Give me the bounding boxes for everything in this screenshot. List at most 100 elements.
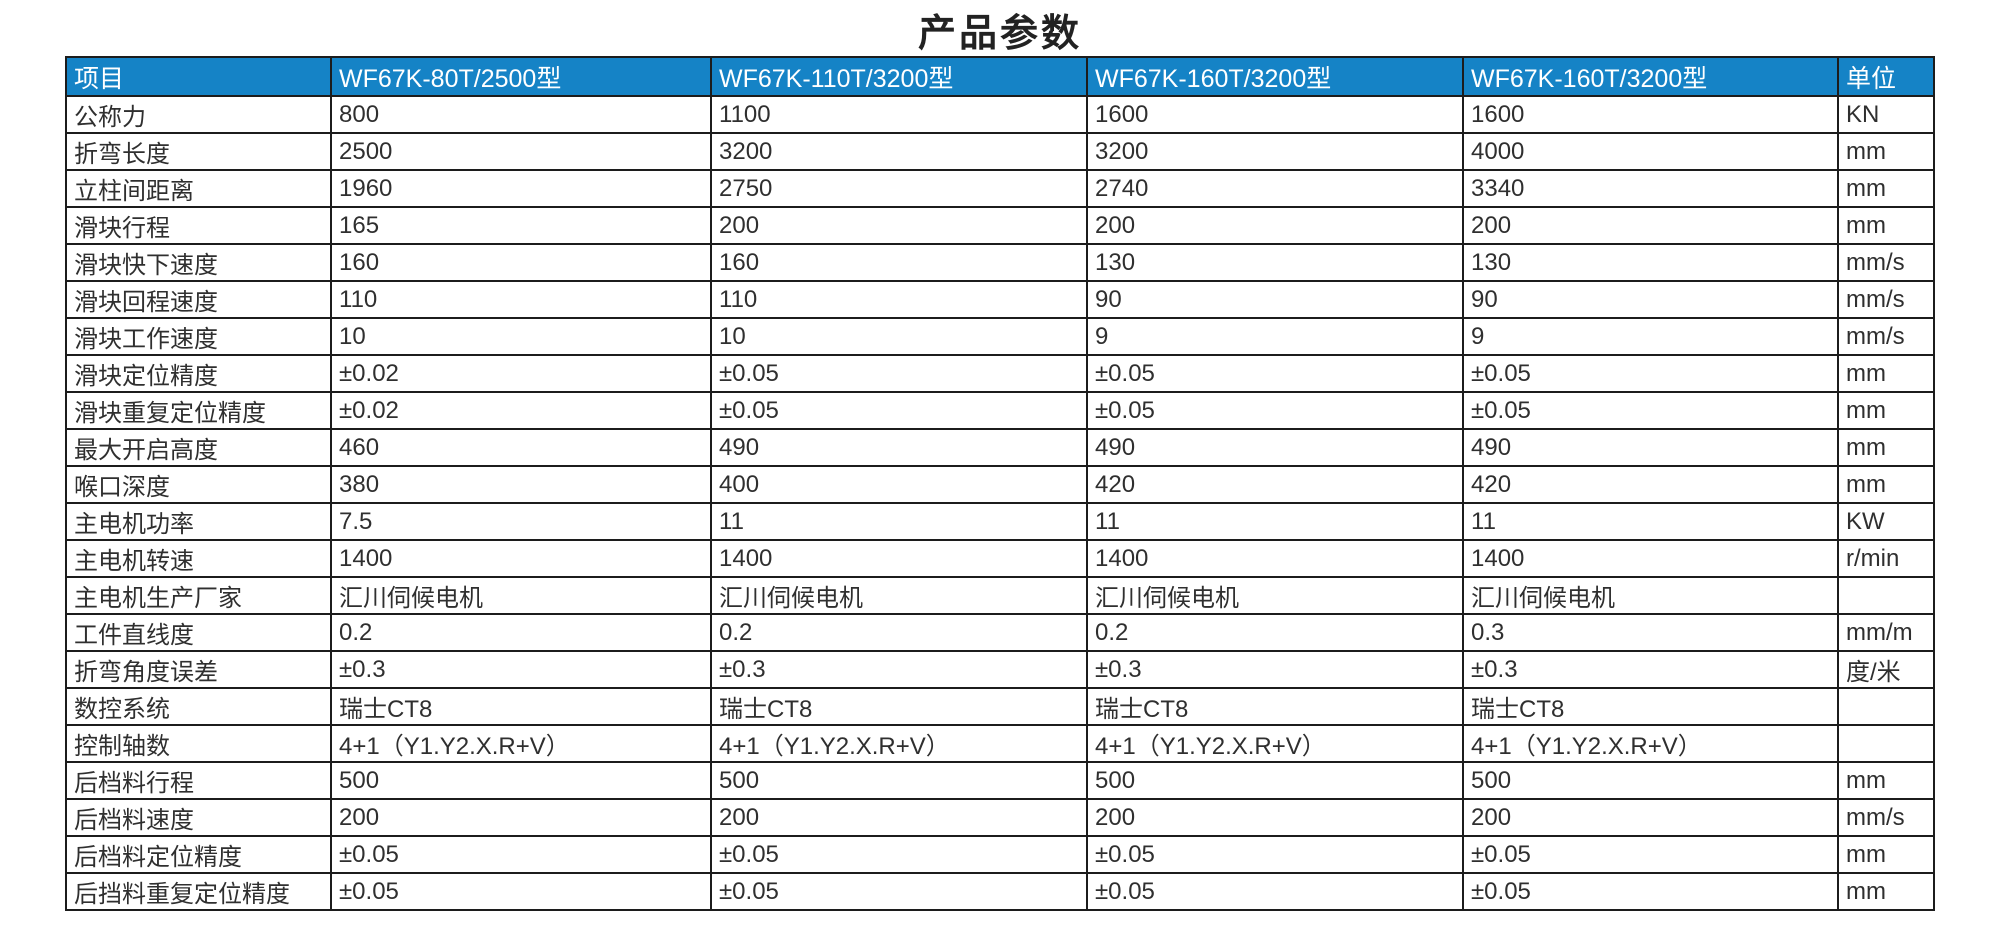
value-cell: ±0.05 (1086, 872, 1464, 911)
table-row: 后档料定位精度 ±0.05 ±0.05 ±0.05 ±0.05 mm (65, 835, 1935, 874)
value-cell: 3200 (710, 132, 1088, 171)
unit-cell (1837, 576, 1935, 615)
value-cell: ±0.02 (330, 391, 712, 430)
unit-cell: KW (1837, 502, 1935, 541)
value-cell: 瑞士CT8 (1086, 687, 1464, 726)
value-cell: 3200 (1086, 132, 1464, 171)
value-cell: 瑞士CT8 (330, 687, 712, 726)
value-cell: ±0.05 (710, 354, 1088, 393)
unit-cell: mm (1837, 761, 1935, 800)
table-row: 工件直线度 0.2 0.2 0.2 0.3 mm/m (65, 613, 1935, 652)
value-cell: ±0.05 (1462, 354, 1839, 393)
value-cell: 11 (710, 502, 1088, 541)
table-row: 滑块行程 165 200 200 200 mm (65, 206, 1935, 245)
table-row: 主电机转速 1400 1400 1400 1400 r/min (65, 539, 1935, 578)
value-cell: ±0.05 (1462, 391, 1839, 430)
value-cell: 420 (1462, 465, 1839, 504)
item-cell: 滑块定位精度 (65, 354, 332, 393)
value-cell: 500 (1462, 761, 1839, 800)
table-row: 后档料行程 500 500 500 500 mm (65, 761, 1935, 800)
item-cell: 主电机生产厂家 (65, 576, 332, 615)
value-cell: 490 (1462, 428, 1839, 467)
value-cell: 500 (1086, 761, 1464, 800)
item-cell: 数控系统 (65, 687, 332, 726)
table-row: 主电机生产厂家 汇川伺候电机 汇川伺候电机 汇川伺候电机 汇川伺候电机 (65, 576, 1935, 615)
value-cell: ±0.05 (1462, 835, 1839, 874)
value-cell: ±0.05 (330, 872, 712, 911)
header-row: 项目 WF67K-80T/2500型 WF67K-110T/3200型 WF67K-1… (65, 56, 1935, 97)
value-cell: 1600 (1086, 95, 1464, 134)
value-cell: 200 (710, 798, 1088, 837)
value-cell: 500 (710, 761, 1088, 800)
value-cell: ±0.05 (710, 872, 1088, 911)
value-cell: ±0.05 (1086, 835, 1464, 874)
unit-cell: mm (1837, 206, 1935, 245)
unit-cell: mm (1837, 428, 1935, 467)
value-cell: 110 (330, 280, 712, 319)
value-cell: 1400 (1462, 539, 1839, 578)
unit-cell: mm/m (1837, 613, 1935, 652)
table-row: 数控系统 瑞士CT8 瑞士CT8 瑞士CT8 瑞士CT8 (65, 687, 1935, 726)
unit-cell: mm (1837, 835, 1935, 874)
value-cell: 200 (1462, 798, 1839, 837)
value-cell: ±0.05 (330, 835, 712, 874)
table-row: 后挡料重复定位精度 ±0.05 ±0.05 ±0.05 ±0.05 mm (65, 872, 1935, 911)
value-cell: 490 (710, 428, 1088, 467)
value-cell: ±0.05 (710, 835, 1088, 874)
item-cell: 滑块快下速度 (65, 243, 332, 282)
value-cell: 0.2 (330, 613, 712, 652)
value-cell: 4+1（Y1.Y2.X.R+V） (330, 724, 712, 763)
value-cell: ±0.3 (1086, 650, 1464, 689)
item-cell: 喉口深度 (65, 465, 332, 504)
item-cell: 立柱间距离 (65, 169, 332, 208)
value-cell: 200 (1086, 206, 1464, 245)
value-cell: 460 (330, 428, 712, 467)
value-cell: 1960 (330, 169, 712, 208)
unit-cell: KN (1837, 95, 1935, 134)
header-cell-item: 项目 (65, 56, 332, 97)
unit-cell: mm/s (1837, 280, 1935, 319)
value-cell: ±0.05 (1462, 872, 1839, 911)
unit-cell (1837, 724, 1935, 763)
value-cell: 200 (710, 206, 1088, 245)
item-cell: 滑块回程速度 (65, 280, 332, 319)
value-cell: 4000 (1462, 132, 1839, 171)
unit-cell: mm (1837, 354, 1935, 393)
table-row: 立柱间距离 1960 2750 2740 3340 mm (65, 169, 1935, 208)
table-row: 滑块工作速度 10 10 9 9 mm/s (65, 317, 1935, 356)
table-row: 公称力 800 1100 1600 1600 KN (65, 95, 1935, 134)
unit-cell: mm (1837, 391, 1935, 430)
spec-table: 项目 WF67K-80T/2500型 WF67K-110T/3200型 WF67K-1… (65, 56, 1935, 911)
item-cell: 后档料行程 (65, 761, 332, 800)
value-cell: 160 (330, 243, 712, 282)
value-cell: 130 (1086, 243, 1464, 282)
value-cell: 400 (710, 465, 1088, 504)
value-cell: ±0.3 (710, 650, 1088, 689)
unit-cell (1837, 687, 1935, 726)
value-cell: 11 (1462, 502, 1839, 541)
table-row: 滑块重复定位精度 ±0.02 ±0.05 ±0.05 ±0.05 mm (65, 391, 1935, 430)
value-cell: 490 (1086, 428, 1464, 467)
value-cell: 200 (330, 798, 712, 837)
value-cell: 800 (330, 95, 712, 134)
value-cell: 1400 (1086, 539, 1464, 578)
item-cell: 滑块工作速度 (65, 317, 332, 356)
item-cell: 后档料速度 (65, 798, 332, 837)
value-cell: 9 (1086, 317, 1464, 356)
page-title: 产品参数 (917, 13, 1082, 55)
unit-cell: 度/米 (1837, 650, 1935, 689)
item-cell: 折弯长度 (65, 132, 332, 171)
table-row: 最大开启高度 460 490 490 490 mm (65, 428, 1935, 467)
item-cell: 后挡料重复定位精度 (65, 872, 332, 911)
value-cell: 2500 (330, 132, 712, 171)
value-cell: 165 (330, 206, 712, 245)
value-cell: 0.2 (710, 613, 1088, 652)
value-cell: 420 (1086, 465, 1464, 504)
value-cell: 10 (710, 317, 1088, 356)
table-row: 后档料速度 200 200 200 200 mm/s (65, 798, 1935, 837)
item-cell: 主电机转速 (65, 539, 332, 578)
value-cell: 2740 (1086, 169, 1464, 208)
value-cell: ±0.02 (330, 354, 712, 393)
unit-cell: mm (1837, 872, 1935, 911)
